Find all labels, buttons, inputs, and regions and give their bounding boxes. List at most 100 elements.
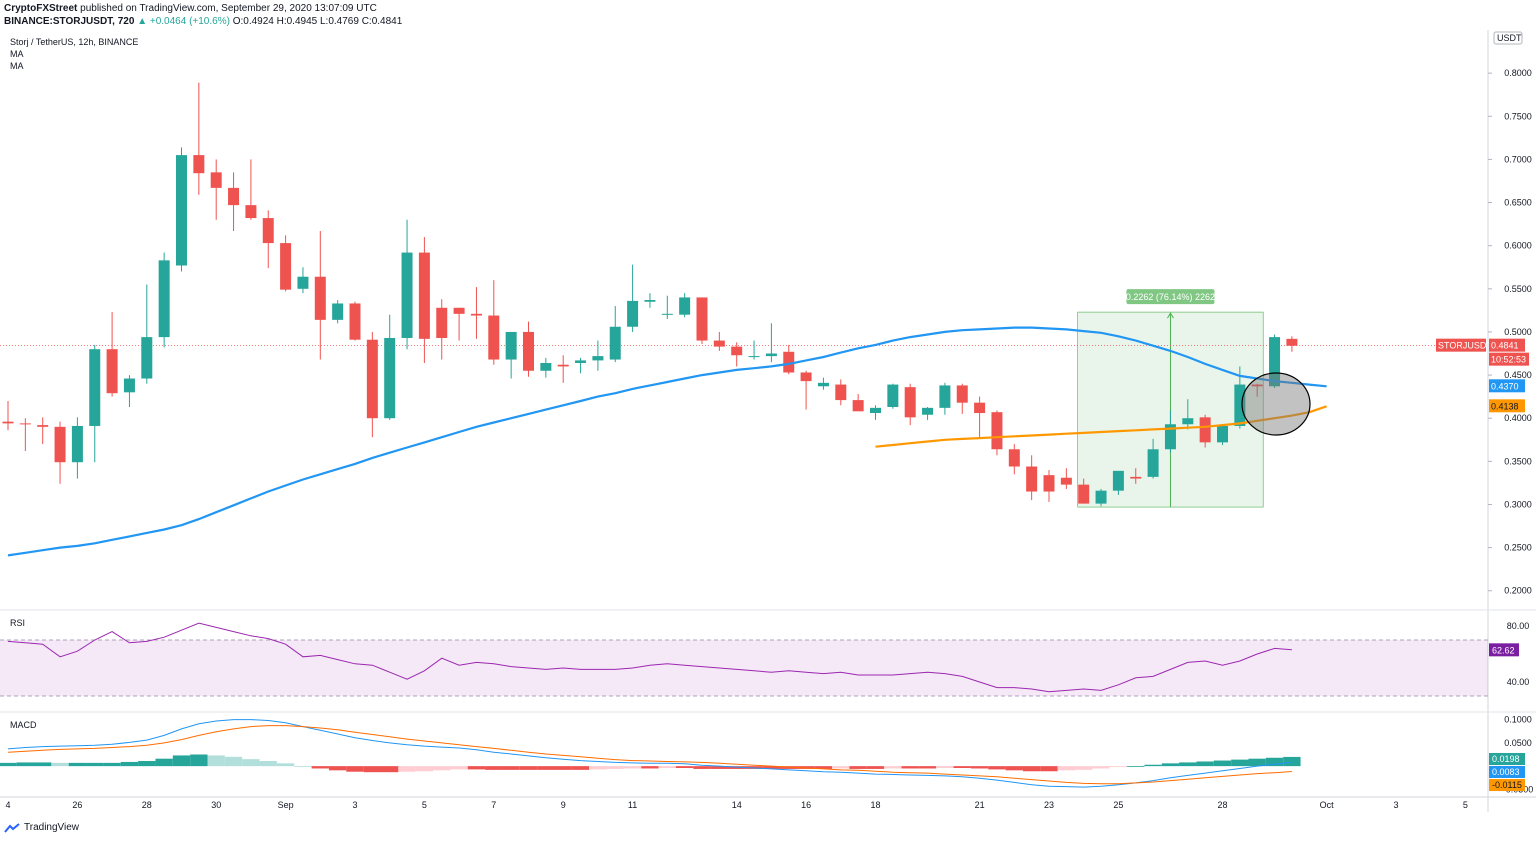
candle [991, 410, 1003, 456]
candle-body [176, 155, 187, 266]
candle [436, 299, 448, 360]
macd-histogram-bar [866, 766, 885, 769]
macd-histogram-bar [138, 761, 156, 767]
candle [401, 219, 413, 350]
ma-blue-tag-bg [1489, 379, 1525, 393]
candle-body [904, 387, 916, 418]
candle [176, 147, 187, 272]
candle-body [2, 421, 14, 424]
candle-body [1269, 337, 1281, 387]
macd-histogram-bar [589, 766, 607, 770]
x-tick-label: 4 [5, 800, 10, 810]
symbol-tag-bg [1436, 338, 1486, 352]
x-tick-label: 28 [1217, 800, 1227, 810]
unit-badge: USDT [1497, 33, 1522, 43]
candle-body [939, 385, 951, 408]
price-change: ▲ +0.0464 (+10.6%) [137, 16, 230, 27]
countdown-tag-bg [1489, 352, 1529, 366]
macd-histogram-bar [68, 762, 87, 767]
macd-histogram-bar [1179, 762, 1197, 767]
candle-body [922, 407, 934, 415]
symbol-tag: STORJUSDT [1438, 341, 1492, 351]
macd-histogram-bar [936, 766, 954, 768]
macd-histogram-bar [814, 766, 833, 769]
rsi-tick-label: 80.00 [1507, 621, 1530, 631]
candle-body [1008, 449, 1020, 467]
macd-histogram-bar [328, 766, 347, 771]
x-tick-label: 14 [732, 800, 742, 810]
candle [418, 237, 430, 363]
unit-badge-bg [1493, 31, 1523, 45]
candle-body [696, 297, 708, 341]
macd-histogram-bar [1057, 766, 1075, 771]
candle-body [765, 353, 777, 357]
rsi-value-tag: 62.62 [1492, 645, 1515, 655]
y-tick-label: 0.3000 [1504, 499, 1532, 509]
x-tick-label: Sep [278, 800, 294, 810]
x-tick-label: 3 [1393, 800, 1398, 810]
candle-body [37, 425, 49, 427]
macd-histogram-bar [1075, 766, 1093, 770]
tradingview-footer[interactable]: TradingView [4, 822, 79, 833]
rsi-line [7, 622, 1292, 693]
candle [1008, 444, 1020, 475]
macd-histogram-bar [34, 762, 52, 767]
candle-body [783, 351, 795, 373]
candle-body [713, 340, 725, 347]
macd-histogram-bar [849, 766, 867, 769]
candle-body [1234, 384, 1246, 426]
candle [210, 159, 222, 220]
y-tick-label: 0.3500 [1504, 456, 1532, 466]
candle-body [245, 205, 257, 219]
y-tick-label: 0.6500 [1504, 198, 1532, 208]
macd-histogram-bar [1005, 766, 1023, 771]
x-tick-label: 16 [801, 800, 811, 810]
countdown-tag-group: 10:52:53 [1489, 352, 1529, 366]
candle-body [123, 378, 135, 393]
x-tick-label: 28 [142, 800, 152, 810]
candle [956, 383, 968, 414]
publish-date-text: published on TradingView.com, September … [77, 3, 377, 14]
macd-value-tag: 0.0083 [1492, 767, 1520, 777]
x-tick-label: 9 [561, 800, 566, 810]
candle [54, 421, 66, 484]
candle [904, 383, 916, 426]
y-tick-label: 0.8000 [1504, 68, 1532, 78]
candle-body [870, 407, 881, 414]
macd-histogram-bar [0, 762, 17, 767]
candle [2, 400, 14, 431]
macd-histogram-bar [519, 766, 538, 770]
ma-orange-tag: 0.4138 [1491, 401, 1519, 411]
candle-body [540, 362, 552, 371]
candle [193, 82, 205, 195]
candle-body [332, 303, 344, 320]
candle-body [661, 313, 673, 315]
y-tick-label: 0.4500 [1504, 370, 1532, 380]
macd-tick-label: 0.0500 [1504, 738, 1532, 748]
x-tick-label: 23 [1044, 800, 1054, 810]
candle-body [1147, 449, 1159, 477]
macd-histogram-bar [155, 758, 173, 767]
candle [71, 417, 83, 479]
candle [297, 267, 309, 294]
candle [1199, 414, 1211, 448]
publisher-name[interactable]: CryptoFXStreet [4, 3, 78, 14]
macd-histogram-bar [207, 755, 225, 767]
candle [870, 405, 881, 420]
x-tick-label: 25 [1113, 800, 1123, 810]
candle [835, 379, 847, 406]
y-tick-label: 0.5000 [1504, 327, 1532, 337]
x-tick-label: 7 [491, 800, 496, 810]
candle-body [523, 331, 534, 371]
macd-histogram-bar [675, 766, 694, 768]
candle-body [1251, 384, 1263, 387]
macd-histogram-bar [51, 762, 69, 767]
macd-histogram-bar [832, 766, 850, 769]
candle-body [644, 300, 656, 302]
macd-histogram-bar [415, 766, 434, 772]
macd-histogram-bar [710, 766, 728, 769]
x-tick-label: 21 [975, 800, 985, 810]
candle [89, 344, 101, 463]
macd-histogram-bar [571, 766, 590, 770]
